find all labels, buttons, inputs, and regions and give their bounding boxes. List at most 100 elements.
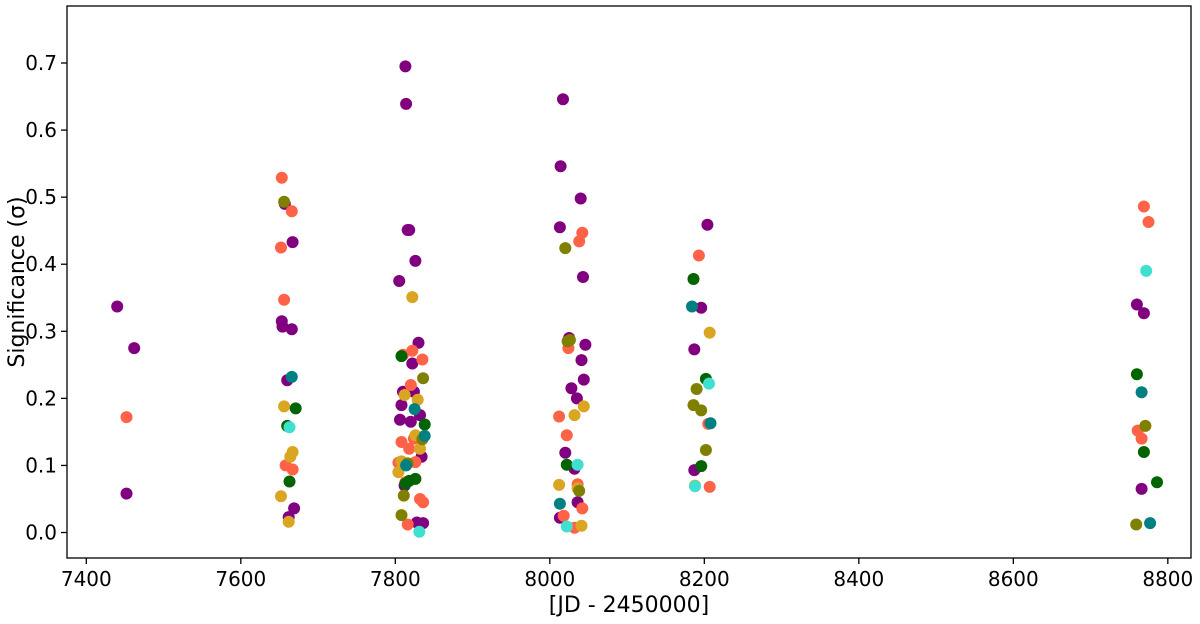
data-point-purple-33	[559, 446, 572, 459]
data-point-tomato-23	[560, 429, 573, 442]
data-point-purple-13	[395, 399, 408, 412]
y-axis-label: Significance (σ)	[5, 196, 30, 367]
data-point-darkgreen-3	[395, 350, 408, 363]
data-point-purple-20	[404, 415, 417, 428]
y-tick-label: 0.5	[25, 185, 57, 209]
data-point-teal-2	[408, 403, 421, 416]
data-point-purple-0	[111, 300, 124, 313]
y-axis: 0.0 0.1 0.2 0.3 0.4 0.5 0.6 0.7	[25, 51, 67, 545]
data-point-purple-31	[557, 93, 569, 106]
y-tick-label: 0.3	[25, 319, 57, 343]
y-tick-label: 0.0	[25, 521, 57, 545]
data-point-purple-50	[1137, 307, 1150, 320]
data-point-purple-48	[1130, 298, 1143, 311]
data-point-purple-2	[128, 342, 141, 355]
data-point-olive-4	[417, 372, 430, 385]
data-point-tomato-32	[703, 480, 716, 493]
plot-frame	[66, 5, 1192, 559]
data-point-turquoise-4	[689, 480, 701, 493]
data-point-teal-7	[1135, 386, 1148, 399]
data-point-olive-8	[563, 334, 576, 346]
data-point-purple-8	[285, 323, 298, 336]
data-point-olive-9	[573, 484, 586, 497]
data-point-goldenrod-12	[553, 478, 566, 491]
data-point-goldenrod-7	[398, 389, 411, 401]
data-point-tomato-12	[401, 518, 414, 531]
data-point-tomato-22	[557, 509, 570, 522]
data-point-purple-47	[701, 218, 714, 231]
data-point-tomato-29	[576, 502, 589, 515]
y-tick-label: 0.2	[25, 386, 57, 410]
data-point-tomato-19	[416, 353, 429, 366]
data-point-darkgreen-8	[560, 458, 573, 471]
data-point-olive-2	[397, 489, 410, 502]
data-point-purple-23	[409, 254, 422, 267]
data-point-goldenrod-10	[411, 393, 424, 406]
x-tick-label: 8800	[1142, 567, 1193, 591]
x-tick-label: 8000	[524, 567, 575, 591]
data-point-goldenrod-2	[282, 515, 295, 528]
data-point-purple-11	[393, 275, 406, 287]
data-point-teal-5	[686, 300, 698, 313]
data-point-darkgreen-10	[695, 460, 708, 473]
data-point-goldenrod-15	[575, 519, 588, 532]
data-point-tomato-30	[692, 249, 705, 262]
data-point-tomato-15	[406, 344, 419, 357]
data-point-purple-42	[577, 373, 590, 386]
data-point-purple-44	[688, 343, 701, 356]
data-point-olive-12	[695, 404, 708, 417]
data-point-purple-4	[276, 320, 289, 333]
data-point-tomato-3	[278, 293, 291, 306]
y-tick-label: 0.7	[25, 51, 57, 75]
data-point-teal-1	[400, 459, 413, 472]
data-point-turquoise-2	[560, 520, 573, 533]
data-point-tomato-13	[403, 442, 416, 455]
data-point-goldenrod-16	[577, 400, 590, 413]
data-point-purple-21	[406, 357, 419, 370]
data-point-goldenrod-11	[414, 442, 426, 455]
data-point-purple-41	[577, 271, 589, 283]
y-tick-label: 0.6	[25, 118, 57, 142]
data-point-tomato-5	[285, 205, 298, 218]
data-point-purple-10	[288, 502, 301, 515]
data-point-purple-49	[1135, 482, 1148, 495]
x-axis: 7400 7600 7800 8000 8200 8400 8600 8800	[61, 558, 1193, 591]
data-point-goldenrod-1	[278, 400, 291, 413]
data-point-darkgreen-12	[1130, 368, 1143, 381]
data-point-tomato-35	[1137, 200, 1150, 213]
data-point-tomato-36	[1142, 216, 1155, 228]
y-tick-label: 0.4	[25, 252, 57, 276]
data-point-olive-1	[395, 509, 408, 522]
data-point-turquoise-1	[413, 525, 426, 538]
y-tick-label: 0.1	[25, 453, 57, 477]
data-point-purple-19	[403, 224, 416, 236]
data-point-darkgreen-9	[687, 273, 700, 285]
data-point-tomato-20	[417, 496, 430, 509]
data-point-teal-6	[704, 417, 717, 430]
data-point-olive-11	[690, 383, 703, 395]
data-point-goldenrod-4	[286, 446, 299, 458]
data-point-teal-0	[285, 370, 298, 383]
data-point-tomato-0	[120, 411, 133, 424]
data-point-goldenrod-8	[406, 291, 419, 304]
data-point-olive-0	[278, 195, 291, 208]
data-point-purple-39	[574, 192, 587, 205]
data-point-teal-8	[1144, 517, 1157, 530]
x-axis-label: [JD - 2450000]	[549, 593, 710, 618]
data-point-darkgreen-1	[283, 475, 296, 488]
data-point-purple-12	[394, 413, 406, 426]
data-point-goldenrod-18	[703, 326, 716, 339]
data-points	[111, 60, 1163, 538]
data-point-darkgreen-2	[289, 402, 302, 415]
data-point-darkgreen-7	[418, 418, 431, 431]
data-point-purple-1	[120, 487, 133, 500]
data-point-turquoise-0	[283, 421, 296, 434]
data-point-olive-6	[559, 242, 572, 255]
data-point-goldenrod-13	[568, 409, 581, 422]
data-point-purple-17	[400, 97, 413, 110]
data-point-teal-3	[418, 429, 431, 442]
x-tick-label: 7800	[370, 567, 421, 591]
data-point-purple-43	[579, 338, 592, 351]
data-point-darkgreen-14	[1151, 476, 1163, 489]
